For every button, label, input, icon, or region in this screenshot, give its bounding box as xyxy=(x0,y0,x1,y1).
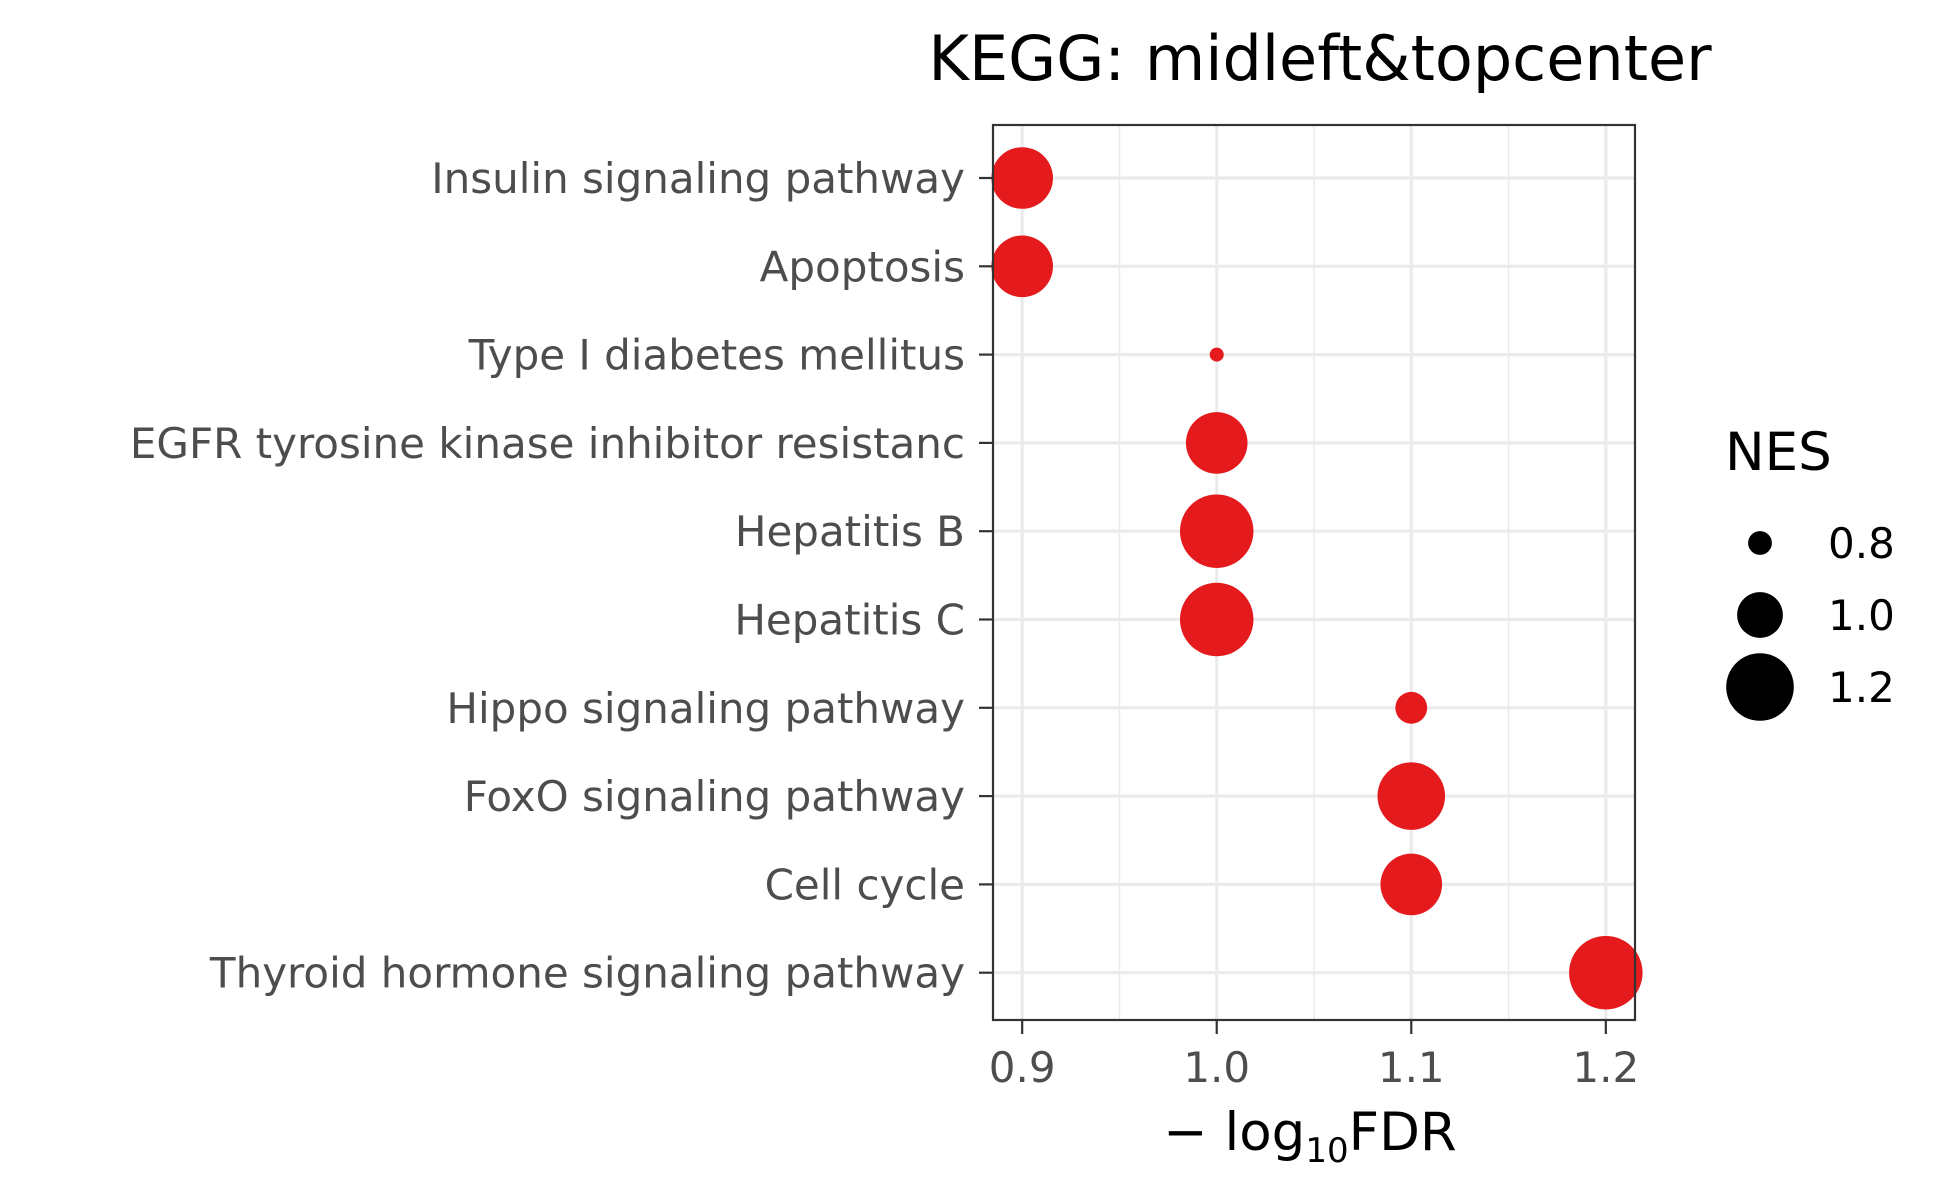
y-tick-label: Hepatitis B xyxy=(735,507,965,556)
data-point xyxy=(1377,762,1446,830)
data-point xyxy=(991,235,1053,298)
data-point xyxy=(1179,494,1254,568)
plot-panel-border xyxy=(991,123,1637,1022)
legend-key-dot xyxy=(1726,653,1794,721)
legend-key-dot xyxy=(1748,531,1772,555)
legend-title: NES xyxy=(1725,422,1832,483)
data-point xyxy=(1179,582,1254,657)
x-axis-title: − log10FDR xyxy=(1163,1102,1456,1171)
grid xyxy=(993,125,1635,1020)
y-tick-label: Thyroid hormone signaling pathway xyxy=(209,949,965,998)
x-tick-label: 1.0 xyxy=(1183,1043,1250,1092)
y-tick-label: EGFR tyrosine kinase inhibitor resistanc xyxy=(130,419,965,468)
data-points xyxy=(991,147,1643,1010)
data-point xyxy=(991,147,1053,209)
data-point xyxy=(1569,935,1643,1010)
y-tick-label: Type I diabetes mellitus xyxy=(468,331,965,380)
data-point xyxy=(1380,853,1443,916)
data-point xyxy=(1395,691,1428,724)
x-tick-label: 1.1 xyxy=(1378,1043,1445,1092)
y-tick-label: Hepatitis C xyxy=(734,596,965,645)
y-tick-label: Cell cycle xyxy=(765,860,965,909)
legend-label: 1.0 xyxy=(1828,591,1895,640)
data-point xyxy=(1185,412,1248,474)
y-tick-label: Insulin signaling pathway xyxy=(431,154,965,203)
legend-label: 1.2 xyxy=(1828,663,1895,712)
x-tick-label: 1.2 xyxy=(1572,1043,1639,1092)
y-axis: Insulin signaling pathway Apoptosis Type I… xyxy=(130,154,993,998)
legend-key-dot xyxy=(1737,592,1783,638)
y-tick-label: FoxO signaling pathway xyxy=(464,772,965,821)
x-axis: 0.9 1.0 1.1 1.2 xyxy=(989,1020,1639,1092)
legend-label: 0.8 xyxy=(1828,519,1895,568)
y-tick-label: Hippo signaling pathway xyxy=(446,684,965,733)
chart-title: KEGG: midleft&topcenter xyxy=(928,22,1712,95)
data-point xyxy=(1209,347,1224,362)
y-tick-label: Apoptosis xyxy=(760,242,965,291)
x-tick-label: 0.9 xyxy=(989,1043,1056,1092)
legend: NES 0.8 1.0 1.2 xyxy=(1725,422,1895,721)
